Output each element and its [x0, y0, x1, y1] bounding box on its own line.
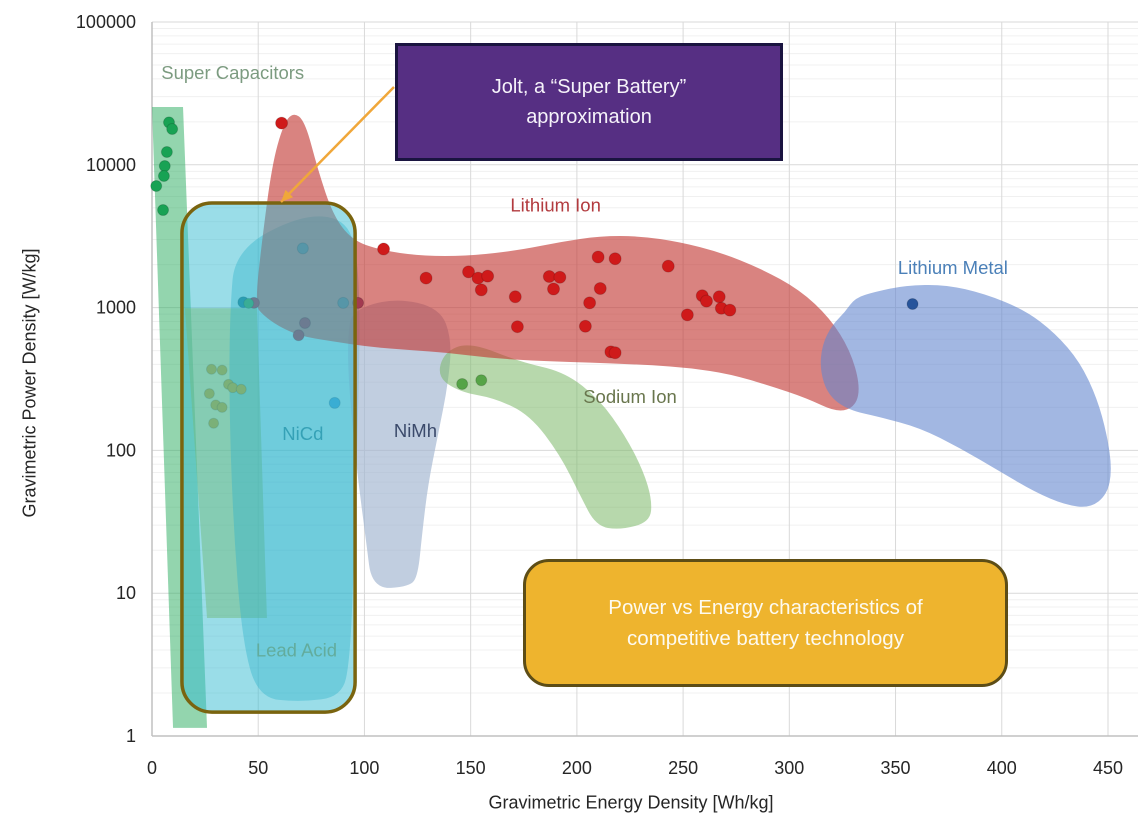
sodium-ion-points [475, 374, 488, 387]
x-tick-label: 400 [987, 758, 1017, 778]
lithium-metal-point [906, 297, 919, 310]
lithium-ion-points [462, 265, 476, 279]
jolt-annotation-line2: approximation [526, 106, 652, 128]
lithium-ion-points [578, 319, 592, 333]
axis-ticks: 0 50 100 150 200 250 300 350 400 450 1 10 100 1000 100… [76, 12, 1123, 778]
region-lithium-metal [820, 284, 1111, 507]
x-tick-label: 250 [668, 758, 698, 778]
lithium-ion-points [553, 270, 567, 284]
x-tick-label: 100 [349, 758, 379, 778]
lithium-ion-points [510, 320, 524, 334]
y-tick-label: 1 [126, 726, 136, 746]
lithium-ion-points [680, 308, 694, 322]
x-tick-label: 50 [248, 758, 268, 778]
label-lithium-ion: Lithium Ion [510, 195, 601, 216]
label-lithium-metal: Lithium Metal [898, 257, 1008, 278]
jolt-annotation-box: Jolt, a “Super Battery” approximation [395, 43, 783, 161]
super-capacitor-points [160, 145, 173, 158]
label-super-capacitors: Super Capacitors [161, 62, 304, 83]
y-tick-label: 10 [116, 583, 136, 603]
lithium-ion-points [547, 282, 561, 296]
lithium-ion-points [593, 282, 607, 296]
x-tick-label: 0 [147, 758, 157, 778]
jolt-annotation-line1: Jolt, a “Super Battery” [491, 76, 687, 98]
x-tick-label: 200 [562, 758, 592, 778]
label-sodium-ion: Sodium Ion [583, 386, 677, 407]
super-capacitor-points [150, 180, 163, 193]
region-nimh [348, 300, 451, 588]
power-energy-annotation-box: Power vs Energy characteristics of compe… [523, 559, 1008, 687]
y-tick-label: 100000 [76, 12, 136, 32]
y-tick-label: 1000 [96, 298, 136, 318]
x-tick-label: 150 [456, 758, 486, 778]
y-tick-label: 100 [106, 440, 136, 460]
lithium-ion-points [712, 290, 726, 304]
power-annotation-line2: competitive battery technology [627, 627, 904, 650]
lithium-ion-points [591, 250, 605, 264]
jolt-arrow-head [281, 189, 294, 202]
x-tick-label: 350 [881, 758, 911, 778]
power-annotation-line1: Power vs Energy characteristics of [608, 596, 923, 619]
y-tick-label: 10000 [86, 155, 136, 175]
super-capacitor-points [158, 160, 171, 173]
lithium-ion-points [583, 296, 597, 310]
label-nimh: NiMh [394, 420, 437, 441]
super-capacitor-points [157, 204, 170, 217]
jolt-overlay [180, 86, 395, 714]
lithium-ion-points [608, 252, 622, 266]
lithium-ion-points [661, 259, 675, 273]
region-sodium-ion [439, 345, 652, 529]
lithium-ion-points [481, 269, 495, 283]
lithium-ion-points [377, 242, 391, 256]
lithium-ion-points [275, 116, 289, 130]
lithium-ion-points [608, 346, 622, 360]
y-axis-title: Gravimetric Power Density [W/kg] [19, 248, 40, 518]
lithium-ion-points [419, 271, 433, 285]
super-capacitor-points [157, 169, 170, 182]
lithium-ion-points [508, 290, 522, 304]
x-tick-label: 300 [774, 758, 804, 778]
lithium-ion-points [723, 303, 737, 317]
super-capacitor-points [166, 123, 179, 136]
x-tick-label: 450 [1093, 758, 1123, 778]
jolt-arrow-line [280, 86, 395, 203]
sodium-ion-points [456, 377, 469, 390]
x-axis-title: Gravimetric Energy Density [Wh/kg] [488, 792, 774, 813]
region-lithium-ion [256, 114, 859, 411]
jolt-region-rect [180, 201, 357, 714]
lithium-ion-points [699, 294, 713, 308]
lithium-ion-points [474, 283, 488, 297]
